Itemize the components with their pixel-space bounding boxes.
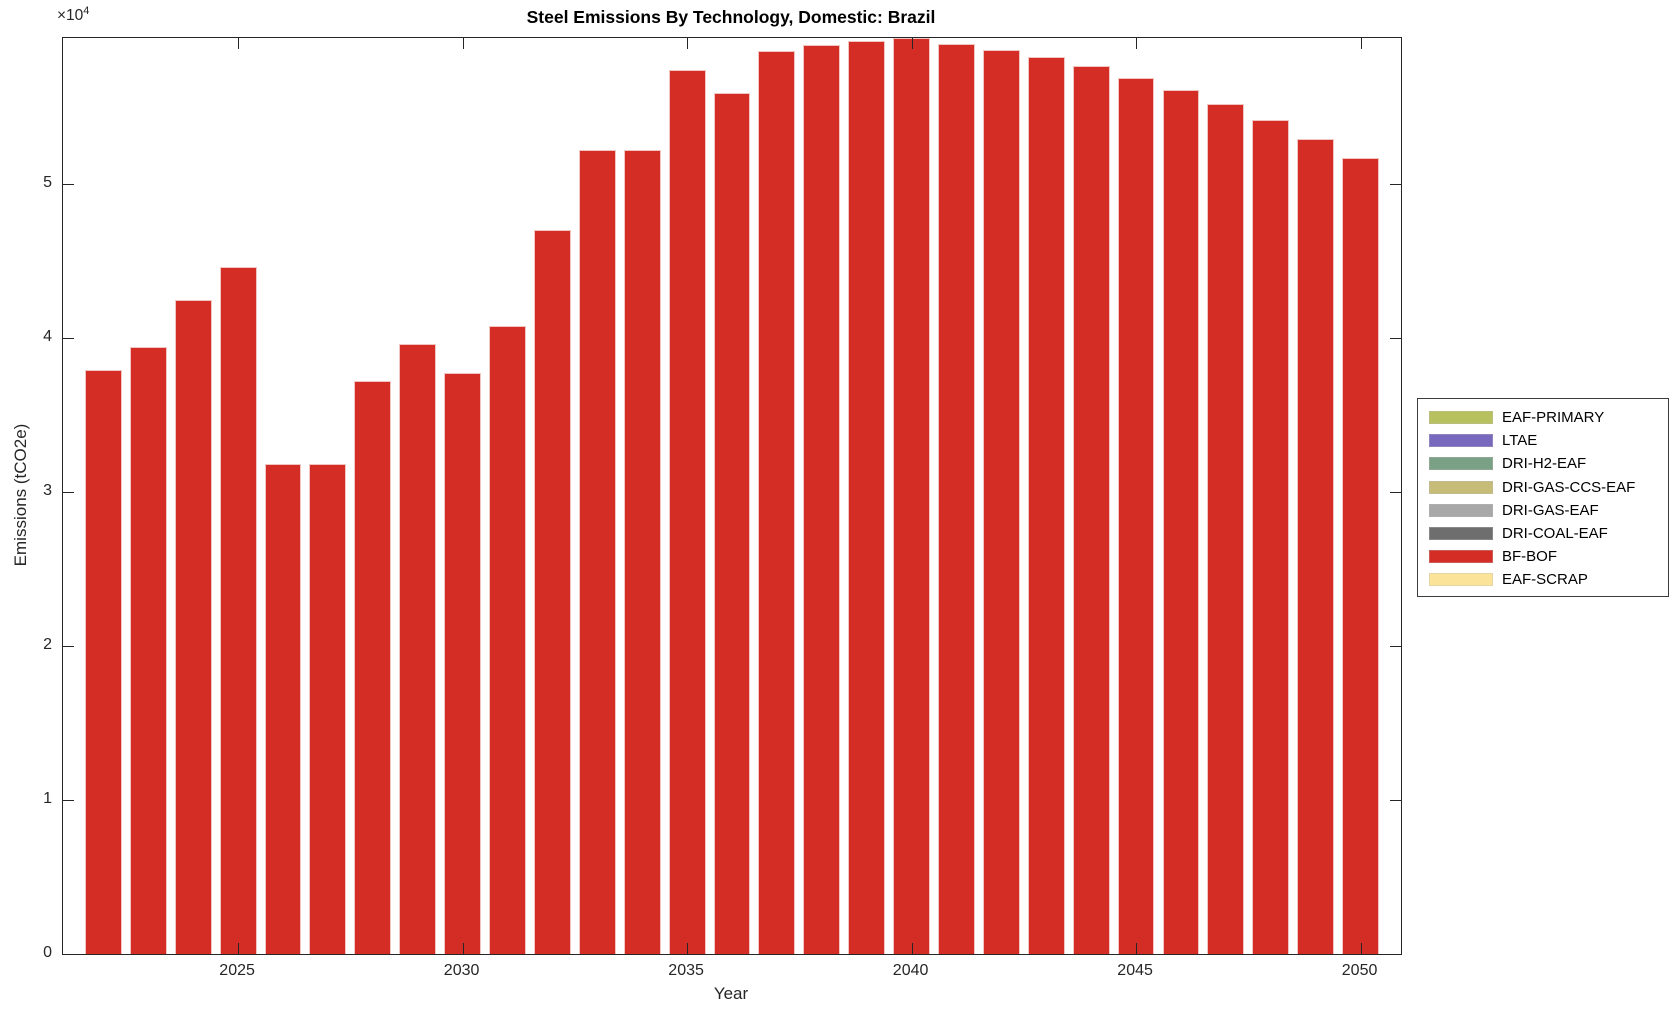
x-tick-label-2040: 2040 xyxy=(892,962,929,979)
legend-entry-dri-coal-eaf: DRI-COAL-EAF xyxy=(1418,522,1668,545)
y-axis-exponent-power: 4 xyxy=(83,5,90,17)
x-tick-bottom xyxy=(238,943,240,954)
legend-swatch-dri-coal-eaf xyxy=(1429,527,1493,541)
legend-label: DRI-COAL-EAF xyxy=(1502,525,1608,543)
legend-swatch-eaf-primary xyxy=(1429,411,1493,425)
bar-2039 xyxy=(848,41,886,954)
x-tick-top xyxy=(462,38,464,49)
y-tick-left xyxy=(63,184,74,186)
bar-2029 xyxy=(399,344,437,954)
x-tick-bottom xyxy=(1360,943,1362,954)
x-tick-label-2045: 2045 xyxy=(1117,962,1153,979)
bar-2036 xyxy=(713,92,751,954)
x-tick-label-2025: 2025 xyxy=(219,962,255,979)
legend-entry-bf-bof: BF-BOF xyxy=(1418,545,1668,568)
bar-2031 xyxy=(489,325,526,954)
bar-2032 xyxy=(533,229,571,954)
y-tick-left xyxy=(63,338,74,340)
bar-2027 xyxy=(309,463,347,954)
x-tick-top xyxy=(1136,38,1138,49)
legend-entry-ltae: LTAE xyxy=(1418,429,1668,452)
y-tick-left xyxy=(63,646,74,648)
bar-2035 xyxy=(668,69,706,954)
y-tick-left xyxy=(63,954,74,955)
bar-2034 xyxy=(623,149,661,954)
legend-label: DRI-GAS-EAF xyxy=(1502,501,1599,519)
y-tick-right xyxy=(1390,492,1401,494)
bar-2042 xyxy=(982,49,1020,954)
y-tick-label-0: 0 xyxy=(43,944,52,961)
y-tick-left xyxy=(63,492,74,494)
bar-2025 xyxy=(219,267,257,954)
bar-2023 xyxy=(129,346,167,954)
x-tick-label-2030: 2030 xyxy=(443,962,480,979)
legend-entry-eaf-scrap: EAF-SCRAP xyxy=(1418,568,1668,591)
bar-2028 xyxy=(354,381,392,954)
bar-2040 xyxy=(893,38,930,954)
legend-swatch-dri-gas-eaf xyxy=(1429,503,1493,517)
x-tick-bottom xyxy=(462,943,464,954)
legend-label: BF-BOF xyxy=(1502,548,1557,566)
bar-2030 xyxy=(444,372,481,954)
y-tick-right xyxy=(1390,800,1401,802)
bar-2048 xyxy=(1252,120,1290,954)
legend-label: EAF-SCRAP xyxy=(1502,571,1588,589)
legend-label: EAF-PRIMARY xyxy=(1502,409,1605,427)
y-tick-label-4: 4 xyxy=(43,328,52,346)
y-tick-label-1: 1 xyxy=(43,790,52,808)
y-tick-label-3: 3 xyxy=(43,482,52,500)
y-tick-label-5: 5 xyxy=(43,174,52,192)
legend-swatch-ltae xyxy=(1429,434,1493,448)
legend-entry-dri-h2-eaf: DRI-H2-EAF xyxy=(1418,452,1668,475)
y-axis-exponent-base: ×10 xyxy=(57,7,84,25)
legend-label: DRI-GAS-CCS-EAF xyxy=(1502,478,1636,496)
bar-2050 xyxy=(1342,158,1379,954)
y-tick-right xyxy=(1390,184,1401,186)
x-tick-label-2050: 2050 xyxy=(1341,962,1378,979)
x-tick-top xyxy=(911,38,913,49)
bar-2043 xyxy=(1027,57,1065,954)
legend-swatch-eaf-scrap xyxy=(1429,573,1493,587)
plot-area xyxy=(62,37,1402,955)
legend-label: DRI-H2-EAF xyxy=(1502,455,1587,473)
x-tick-bottom xyxy=(911,943,913,954)
y-tick-right xyxy=(1390,954,1401,955)
legend-entry-eaf-primary: EAF-PRIMARY xyxy=(1418,406,1668,429)
y-tick-left xyxy=(63,800,74,802)
x-tick-label-2035: 2035 xyxy=(668,962,704,979)
y-axis-exponent: ×104 xyxy=(57,5,89,25)
bar-2037 xyxy=(758,51,796,954)
bar-2026 xyxy=(264,463,302,954)
bar-2044 xyxy=(1072,66,1110,954)
y-tick-right xyxy=(1390,646,1401,648)
x-tick-top xyxy=(238,38,240,49)
x-axis-label: Year xyxy=(713,984,749,1003)
y-tick-label-2: 2 xyxy=(43,636,52,654)
legend-label: LTAE xyxy=(1502,432,1538,450)
bar-2047 xyxy=(1207,104,1245,954)
legend-swatch-dri-gas-ccs-eaf xyxy=(1429,480,1493,494)
x-tick-bottom xyxy=(1136,943,1138,954)
bar-2038 xyxy=(803,44,841,954)
legend-entry-dri-gas-eaf: DRI-GAS-EAF xyxy=(1418,499,1668,522)
bar-2024 xyxy=(174,300,212,954)
x-tick-bottom xyxy=(687,943,689,954)
bar-2041 xyxy=(938,44,975,954)
legend: EAF-PRIMARY LTAE DRI-H2-EAF DRI-GAS-CCS-EAF… xyxy=(1417,398,1669,597)
chart-title: Steel Emissions By Technology, Domestic:… xyxy=(526,7,936,27)
bar-2045 xyxy=(1117,78,1155,954)
bar-2049 xyxy=(1297,138,1335,954)
bar-2022 xyxy=(85,369,122,954)
x-tick-top xyxy=(687,38,689,49)
bar-2033 xyxy=(578,149,616,954)
x-tick-top xyxy=(1360,38,1362,49)
y-tick-right xyxy=(1390,338,1401,340)
bar-2046 xyxy=(1162,90,1200,954)
legend-swatch-dri-h2-eaf xyxy=(1429,457,1493,471)
legend-entry-dri-gas-ccs-eaf: DRI-GAS-CCS-EAF xyxy=(1418,476,1668,499)
legend-swatch-bf-bof xyxy=(1429,550,1493,564)
